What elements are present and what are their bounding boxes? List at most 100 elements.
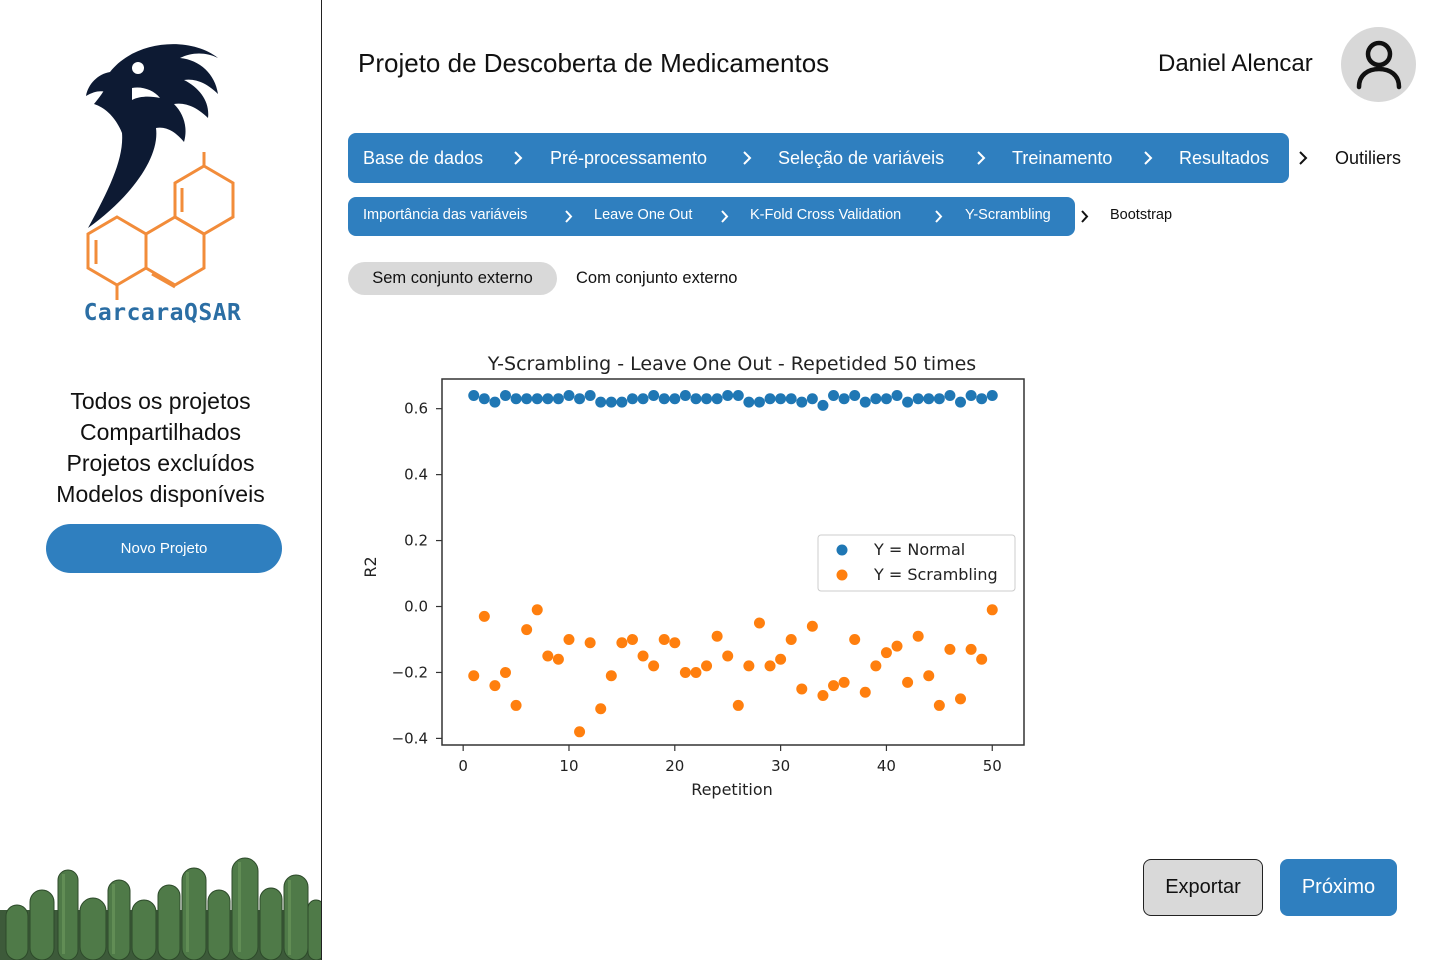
data-point-normal <box>870 393 882 405</box>
y-scrambling-scatter-chart: Y-Scrambling - Leave One Out - Repetided… <box>361 353 1025 799</box>
data-point-normal <box>732 389 744 401</box>
data-point-scrambling <box>817 690 829 702</box>
step-leave-one-out[interactable]: Leave One Out <box>594 207 693 223</box>
data-point-normal <box>944 389 956 401</box>
new-project-button[interactable]: Novo Projeto <box>46 524 282 573</box>
data-point-scrambling <box>806 620 818 632</box>
step-outiliers[interactable]: Outiliers <box>1335 148 1402 168</box>
data-point-scrambling <box>552 653 564 665</box>
sidebar-item-shared[interactable]: Compartilhados <box>79 419 242 445</box>
export-button[interactable]: Exportar <box>1143 859 1263 916</box>
data-point-normal <box>584 389 596 401</box>
results-breadcrumb: Importância das variáveis Leave One Out … <box>348 197 1075 236</box>
data-point-normal <box>796 396 808 408</box>
data-point-scrambling <box>944 643 956 655</box>
data-point-scrambling <box>785 633 797 645</box>
data-point-scrambling <box>637 650 649 662</box>
cactus-decoration-image <box>0 857 321 960</box>
data-point-scrambling <box>521 624 533 636</box>
data-point-scrambling <box>891 640 903 652</box>
data-point-normal <box>616 396 628 408</box>
data-point-normal <box>722 389 734 401</box>
data-point-scrambling <box>531 604 543 616</box>
data-point-scrambling <box>478 610 490 622</box>
data-point-scrambling <box>499 666 511 678</box>
data-point-scrambling <box>595 703 607 715</box>
data-point-normal <box>902 396 914 408</box>
x-tick-label: 20 <box>665 757 684 775</box>
step-k-fold-cross-validation[interactable]: K-Fold Cross Validation <box>750 207 902 223</box>
data-point-scrambling <box>753 617 765 629</box>
chevron-right-icon <box>1144 151 1153 165</box>
data-point-normal <box>531 393 543 405</box>
chevron-right-icon <box>565 210 573 223</box>
step-treinamento[interactable]: Treinamento <box>1012 148 1113 168</box>
data-point-normal <box>701 393 713 405</box>
data-point-normal <box>563 389 575 401</box>
data-point-scrambling <box>690 666 702 678</box>
carcara-bird-molecule-icon <box>86 44 235 300</box>
sidebar-nav: Todos os projetos Compartilhados Projeto… <box>0 386 321 510</box>
data-point-normal <box>838 393 850 405</box>
chevron-right-icon <box>1299 151 1308 165</box>
legend-label-normal: Y = Normal <box>873 540 965 559</box>
data-point-normal <box>499 389 511 401</box>
data-point-normal <box>690 393 702 405</box>
data-point-scrambling <box>923 670 935 682</box>
data-point-scrambling <box>828 680 840 692</box>
data-point-normal <box>785 393 797 405</box>
y-tick-label: 0.0 <box>404 598 428 616</box>
step-pre-processamento[interactable]: Pré-processamento <box>550 148 708 168</box>
toggle-com-conjunto-externo[interactable]: Com conjunto externo <box>576 269 738 287</box>
step-importancia-das-variaveis[interactable]: Importância das variáveis <box>363 207 528 223</box>
data-point-scrambling <box>489 680 501 692</box>
data-point-normal <box>986 389 998 401</box>
y-tick-label: 0.4 <box>404 466 428 484</box>
data-point-normal <box>806 393 818 405</box>
sidebar-item-deleted-projects[interactable]: Projetos excluídos <box>66 450 255 476</box>
chart-legend: Y = Normal Y = Scrambling <box>817 534 1016 592</box>
data-point-normal <box>912 393 924 405</box>
step-resultados[interactable]: Resultados <box>1179 148 1270 168</box>
step-selecao-de-variaveis[interactable]: Seleção de variáveis <box>778 148 945 168</box>
workflow-breadcrumb: Base de dados Pré-processamento Seleção … <box>348 133 1289 183</box>
user-avatar[interactable] <box>1341 27 1416 102</box>
next-button[interactable]: Próximo <box>1280 859 1397 916</box>
data-point-scrambling <box>584 637 596 649</box>
legend-marker-scrambling <box>836 569 848 581</box>
data-point-normal <box>753 396 765 408</box>
data-point-normal <box>489 396 501 408</box>
legend-label-scrambling: Y = Scrambling <box>873 565 998 584</box>
sidebar-item-all-projects[interactable]: Todos os projetos <box>70 388 251 414</box>
chart-title: Y-Scrambling - Leave One Out - Repetided… <box>487 353 976 375</box>
toggle-sem-conjunto-externo[interactable]: Sem conjunto externo <box>348 262 557 295</box>
chevron-right-icon <box>721 210 729 223</box>
data-point-scrambling <box>880 647 892 659</box>
chevron-right-icon <box>977 151 986 165</box>
chevron-right-icon <box>514 151 523 165</box>
step-y-scrambling[interactable]: Y-Scrambling <box>965 207 1051 223</box>
data-point-scrambling <box>986 604 998 616</box>
data-point-scrambling <box>902 676 914 688</box>
data-point-normal <box>574 393 586 405</box>
step-bootstrap[interactable]: Bootstrap <box>1110 207 1173 223</box>
data-point-scrambling <box>838 676 850 688</box>
data-point-scrambling <box>870 660 882 672</box>
user-name: Daniel Alencar <box>1158 50 1313 77</box>
data-point-normal <box>743 396 755 408</box>
legend-marker-normal <box>836 544 848 556</box>
y-tick-label: 0.6 <box>404 400 428 418</box>
x-axis-label: Repetition <box>691 780 773 799</box>
data-point-normal <box>542 393 554 405</box>
page-title: Projeto de Descoberta de Medicamentos <box>358 48 830 78</box>
step-base-de-dados[interactable]: Base de dados <box>363 148 484 168</box>
data-point-scrambling <box>859 686 871 698</box>
data-point-normal <box>859 396 871 408</box>
sidebar-item-available-models[interactable]: Modelos disponíveis <box>56 481 265 507</box>
data-point-scrambling <box>563 633 575 645</box>
data-point-scrambling <box>658 633 670 645</box>
data-point-normal <box>626 393 638 405</box>
data-point-scrambling <box>468 670 480 682</box>
data-point-scrambling <box>849 633 861 645</box>
data-point-scrambling <box>701 660 713 672</box>
